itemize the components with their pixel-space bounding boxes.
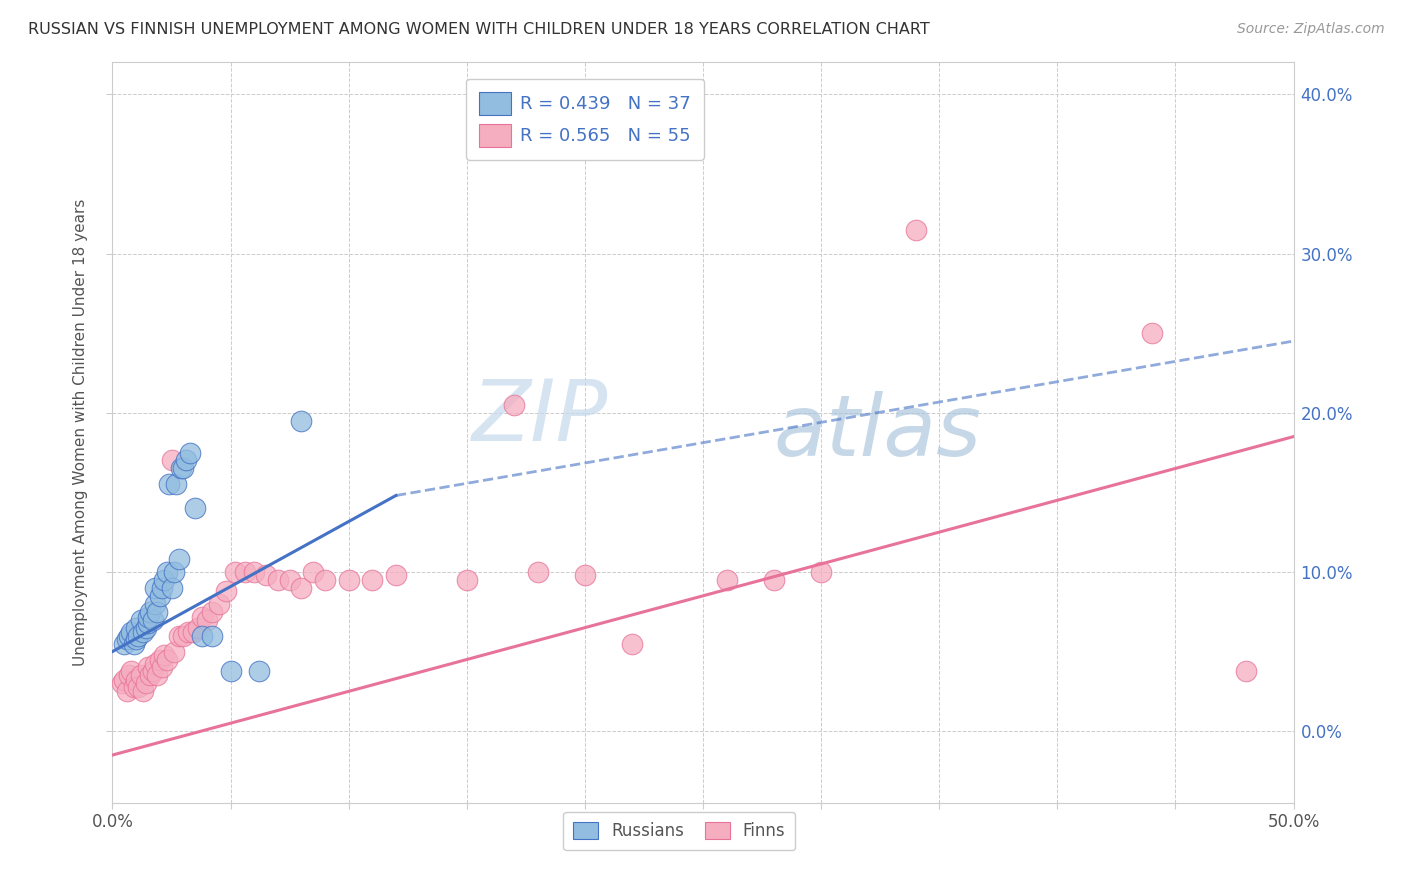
Point — [195, 613, 218, 627]
Point — [191, 609, 214, 624]
Point — [122, 637, 145, 651]
Point — [219, 664, 242, 678]
Point — [135, 676, 157, 690]
Point — [174, 453, 197, 467]
Point — [156, 565, 179, 579]
Point — [186, 621, 208, 635]
Point — [716, 573, 738, 587]
Point — [621, 637, 644, 651]
Point — [184, 501, 207, 516]
Point — [120, 625, 142, 640]
Point — [129, 613, 152, 627]
Point — [337, 573, 360, 587]
Point — [361, 573, 384, 587]
Point — [191, 629, 214, 643]
Point — [167, 629, 190, 643]
Point — [127, 680, 149, 694]
Text: atlas: atlas — [773, 391, 981, 475]
Legend: Russians, Finns: Russians, Finns — [564, 812, 796, 850]
Point — [136, 609, 159, 624]
Point — [150, 660, 173, 674]
Point — [201, 629, 224, 643]
Point — [156, 652, 179, 666]
Point — [302, 565, 325, 579]
Text: RUSSIAN VS FINNISH UNEMPLOYMENT AMONG WOMEN WITH CHILDREN UNDER 18 YEARS CORRELA: RUSSIAN VS FINNISH UNEMPLOYMENT AMONG WO… — [28, 22, 929, 37]
Point — [172, 461, 194, 475]
Point — [208, 597, 231, 611]
Point — [278, 573, 301, 587]
Point — [153, 648, 176, 662]
Point — [142, 613, 165, 627]
Point — [574, 568, 596, 582]
Point — [290, 414, 312, 428]
Point — [267, 573, 290, 587]
Point — [163, 565, 186, 579]
Point — [118, 668, 141, 682]
Point — [526, 565, 548, 579]
Point — [146, 605, 169, 619]
Point — [143, 581, 166, 595]
Point — [149, 589, 172, 603]
Point — [157, 477, 180, 491]
Point — [762, 573, 785, 587]
Point — [139, 668, 162, 682]
Point — [135, 621, 157, 635]
Point — [503, 398, 526, 412]
Point — [314, 573, 336, 587]
Point — [112, 637, 135, 651]
Point — [136, 660, 159, 674]
Point — [129, 668, 152, 682]
Point — [132, 625, 155, 640]
Point — [139, 605, 162, 619]
Point — [112, 673, 135, 688]
Y-axis label: Unemployment Among Women with Children Under 18 years: Unemployment Among Women with Children U… — [73, 199, 89, 666]
Point — [215, 584, 238, 599]
Point — [160, 453, 183, 467]
Point — [167, 552, 190, 566]
Point — [254, 568, 277, 582]
Point — [1140, 326, 1163, 340]
Point — [224, 565, 246, 579]
Point — [170, 461, 193, 475]
Point — [111, 676, 134, 690]
Point — [132, 684, 155, 698]
Point — [143, 657, 166, 672]
Point — [247, 664, 270, 678]
Point — [115, 684, 138, 698]
Point — [233, 565, 256, 579]
Point — [904, 222, 927, 236]
Point — [385, 568, 408, 582]
Point — [153, 573, 176, 587]
Point — [1234, 664, 1257, 678]
Point — [243, 565, 266, 579]
Point — [160, 581, 183, 595]
Point — [177, 625, 200, 640]
Point — [125, 621, 148, 635]
Point — [120, 664, 142, 678]
Point — [150, 581, 173, 595]
Point — [146, 668, 169, 682]
Point — [125, 632, 148, 646]
Point — [115, 632, 138, 646]
Point — [456, 573, 478, 587]
Point — [290, 581, 312, 595]
Point — [149, 652, 172, 666]
Text: Source: ZipAtlas.com: Source: ZipAtlas.com — [1237, 22, 1385, 37]
Point — [127, 629, 149, 643]
Point — [179, 445, 201, 459]
Point — [165, 477, 187, 491]
Point — [181, 625, 204, 640]
Point — [125, 673, 148, 688]
Point — [143, 597, 166, 611]
Point — [142, 664, 165, 678]
Point — [136, 615, 159, 630]
Point — [810, 565, 832, 579]
Point — [163, 644, 186, 658]
Point — [201, 605, 224, 619]
Point — [172, 629, 194, 643]
Point — [122, 680, 145, 694]
Point — [118, 629, 141, 643]
Text: ZIP: ZIP — [472, 376, 609, 459]
